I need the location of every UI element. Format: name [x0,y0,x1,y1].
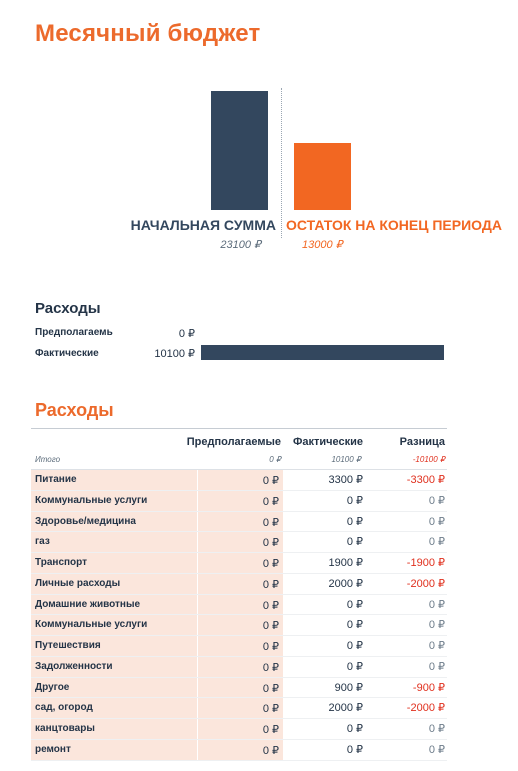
row-category: Путешествия [31,636,197,656]
row-diff: -2000 ₽ [406,577,445,590]
row-diff: 0 ₽ [428,494,445,507]
row-actual: 0 ₽ [346,619,363,632]
planned-label: Предполагаемь [35,327,113,338]
row-actual: 0 ₽ [346,494,363,507]
total-actual: 10100 ₽ [331,455,361,464]
end-balance-label: ОСТАТОК НА КОНЕЦ ПЕРИОДА [286,217,502,233]
row-category: Питание [31,470,197,490]
row-actual: 0 ₽ [346,515,363,528]
row-diff: 0 ₽ [428,640,445,652]
planned-value: 0 ₽ [178,328,195,340]
row-category: Транспорт [31,553,197,573]
actual-value: 10100 ₽ [154,348,195,360]
total-row: Итого 0 ₽ 10100 ₽ -10100 ₽ [31,451,447,470]
row-actual: 900 ₽ [334,681,363,694]
row-diff: -1900 ₽ [406,557,445,569]
row-diff: -3300 ₽ [406,474,445,486]
start-amount-label: НАЧАЛЬНАЯ СУММА [130,217,276,233]
end-balance-value: 13000 ₽ [302,239,343,251]
row-planned: 0 ₽ [198,656,283,677]
expenses-compare-title: Расходы [35,300,101,317]
table-row: Питание 0 ₽ 3300 ₽ -3300 ₽ [31,470,447,491]
row-diff: 0 ₽ [428,660,445,673]
table-row: Личные расходы 0 ₽ 2000 ₽ -2000 ₽ [31,573,447,595]
row-category: Личные расходы [31,573,197,594]
row-planned: 0 ₽ [198,698,283,718]
row-planned: 0 ₽ [198,511,283,532]
table-row: Здоровье/медицина 0 ₽ 0 ₽ 0 ₽ [31,511,447,533]
row-actual: 2000 ₽ [328,702,363,715]
row-planned: 0 ₽ [198,573,283,594]
row-actual: 3300 ₽ [328,474,363,486]
table-row: Другое 0 ₽ 900 ₽ -900 ₽ [31,677,447,699]
row-actual: 0 ₽ [346,640,363,652]
expenses-table-title: Расходы [35,400,114,420]
start-amount-value: 23100 ₽ [220,239,261,251]
table-row: сад, огород 0 ₽ 2000 ₽ -2000 ₽ [31,698,447,719]
row-planned: 0 ₽ [198,470,283,490]
row-planned: 0 ₽ [198,553,283,573]
row-category: Домашние животные [31,594,197,615]
row-actual: 0 ₽ [346,598,363,611]
row-category: Задолженности [31,656,197,677]
actual-label: Фактические [35,348,99,359]
total-label: Итого [35,455,61,464]
page-title: Месячный бюджет [35,20,261,47]
row-planned: 0 ₽ [198,532,283,552]
row-actual: 0 ₽ [346,660,363,673]
header-actual: Фактические [292,436,363,448]
table-row: Задолженности 0 ₽ 0 ₽ 0 ₽ [31,656,447,678]
row-planned: 0 ₽ [198,677,283,698]
row-category: ремонт [31,739,197,760]
expenses-table-body: Питание 0 ₽ 3300 ₽ -3300 ₽ Коммунальные … [31,470,447,761]
table-row: Путешествия 0 ₽ 0 ₽ 0 ₽ [31,636,447,657]
row-diff: -900 ₽ [412,681,445,694]
header-diff: Разница [399,436,445,448]
table-top-rule [31,428,447,429]
row-category: канцтовары [31,719,197,739]
row-diff: 0 ₽ [428,536,445,549]
row-diff: 0 ₽ [428,619,445,632]
row-category: Коммунальные услуги [31,615,197,635]
row-planned: 0 ₽ [198,490,283,511]
table-row: канцтовары 0 ₽ 0 ₽ 0 ₽ [31,719,447,740]
total-planned: 0 ₽ [269,455,281,464]
row-diff: 0 ₽ [428,723,445,735]
table-row: ремонт 0 ₽ 0 ₽ 0 ₽ [31,739,447,761]
end-balance-bar [294,143,351,210]
row-diff: 0 ₽ [428,743,445,756]
table-row: Коммунальные услуги 0 ₽ 0 ₽ 0 ₽ [31,615,447,636]
row-planned: 0 ₽ [198,739,283,760]
table-row: газ 0 ₽ 0 ₽ 0 ₽ [31,532,447,553]
row-category: Здоровье/медицина [31,511,197,532]
row-actual: 0 ₽ [346,536,363,549]
table-row: Коммунальные услуги 0 ₽ 0 ₽ 0 ₽ [31,490,447,512]
start-amount-bar [211,91,268,210]
row-category: газ [31,532,197,552]
actual-bar [201,345,444,360]
row-category: Другое [31,677,197,698]
row-planned: 0 ₽ [198,594,283,615]
row-diff: 0 ₽ [428,598,445,611]
row-actual: 1900 ₽ [328,557,363,569]
header-planned: Предполагаемые [186,436,281,448]
row-actual: 0 ₽ [346,743,363,756]
row-actual: 2000 ₽ [328,577,363,590]
total-diff: -10100 ₽ [412,455,445,464]
summary-divider [281,88,282,238]
row-category: сад, огород [31,698,197,718]
row-planned: 0 ₽ [198,636,283,656]
row-planned: 0 ₽ [198,615,283,635]
table-row: Домашние животные 0 ₽ 0 ₽ 0 ₽ [31,594,447,616]
row-diff: -2000 ₽ [406,702,445,715]
row-category: Коммунальные услуги [31,490,197,511]
row-planned: 0 ₽ [198,719,283,739]
row-diff: 0 ₽ [428,515,445,528]
row-actual: 0 ₽ [346,723,363,735]
table-row: Транспорт 0 ₽ 1900 ₽ -1900 ₽ [31,553,447,574]
